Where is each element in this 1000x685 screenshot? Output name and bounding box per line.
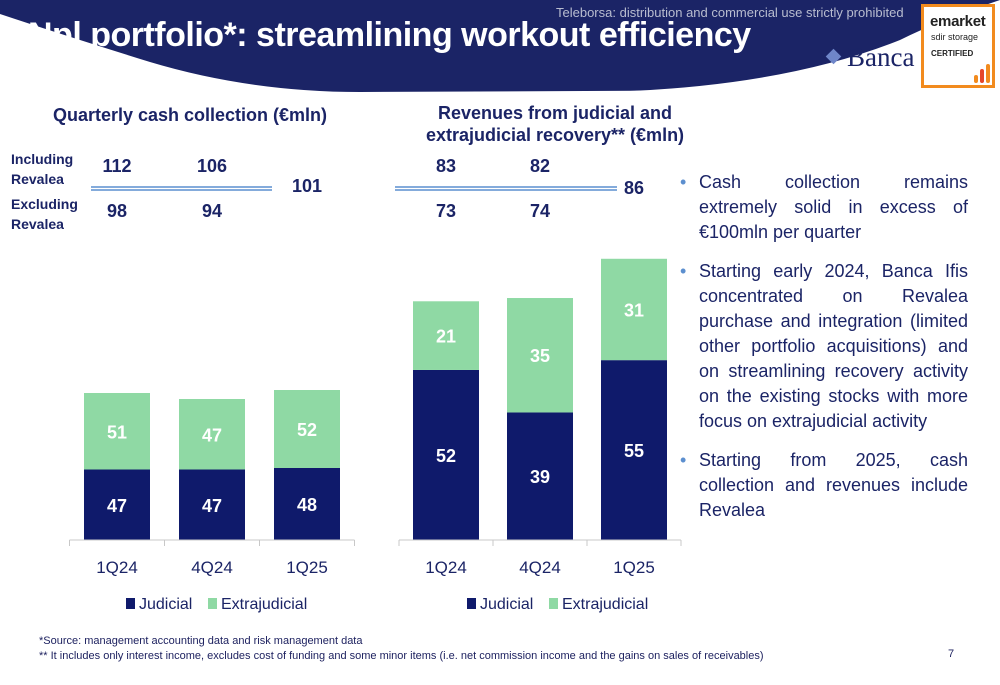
label-judicial-1q24: 47: [107, 496, 127, 516]
row-label-line2: Revalea: [11, 171, 64, 187]
badge-subtitle: sdir storage: [931, 32, 979, 42]
commentary-bullet: • Starting from 2025, cash collection and…: [680, 450, 968, 520]
legend-swatch-judicial: [126, 598, 135, 609]
page-number: 7: [948, 648, 955, 660]
label-extrajudicial-1q25: 31: [624, 300, 644, 320]
bar-judicial-1q24: [84, 469, 150, 540]
x-tick-4q24: 4Q24: [191, 558, 233, 577]
chart-revenues: 52 21 1Q24 39 35 4Q24 55 31 1Q25 83 82 73 74 86 Judici…: [395, 156, 682, 613]
bullet-icon: •: [680, 450, 687, 470]
label-judicial-4q24: 47: [202, 496, 222, 516]
total-value-1q25: 101: [292, 176, 322, 196]
legend-swatch-judicial: [467, 598, 476, 609]
label-extrajudicial-1q24: 21: [436, 327, 456, 347]
label-extrajudicial-1q24: 51: [107, 422, 127, 442]
bullet-icon: •: [680, 261, 687, 281]
label-judicial-1q25: 55: [624, 441, 644, 461]
label-judicial-1q25: 48: [297, 495, 317, 515]
legend-swatch-extrajudicial: [208, 598, 217, 609]
brand-diamond-icon: [825, 49, 842, 65]
chart-title-revenues: Revenues from judicial and extrajudicial…: [425, 103, 685, 145]
row-value-4q24: 106: [197, 156, 227, 176]
bar-extrajudicial-4q24: [179, 399, 245, 470]
commentary-bullet: • Starting early 2024, Banca Ifis concent…: [680, 261, 968, 431]
emarket-badge: emarket sdir storage CERTIFIED: [921, 4, 995, 88]
legend-label-extrajudicial: Extrajudicial: [221, 596, 307, 613]
badge-mark-icon: [974, 64, 990, 83]
header-banner: Npl portfolio*: streamlining workout eff…: [0, 0, 1000, 92]
x-tick-1q25: 1Q25: [286, 558, 328, 577]
bar-judicial-1q25: [601, 360, 667, 540]
label-extrajudicial-1q25: 52: [297, 420, 317, 440]
total-value-1q25: 86: [624, 178, 644, 198]
footnote-revenues: ** It includes only interest income, exc…: [39, 650, 764, 662]
label-judicial-1q24: 52: [436, 446, 456, 466]
header-shape: [0, 0, 1000, 92]
chart-title-cash-collection: Quarterly cash collection (€mln): [52, 105, 328, 125]
row-value-4q24: 94: [202, 201, 222, 221]
row-value-4q24: 82: [530, 156, 550, 176]
row-value-1q24: 112: [102, 156, 131, 176]
watermark-text: Teleborsa: distribution and commercial u…: [556, 5, 904, 20]
commentary-list: • Cash collection remains extremely solid…: [680, 170, 968, 537]
row-value-1q24: 83: [436, 156, 456, 176]
x-tick-1q24: 1Q24: [96, 558, 138, 577]
chart-cash-collection: 47 51 1Q24 47 47 4Q24 48 52 1Q25 Including Revalea…: [11, 151, 355, 613]
row-label-line2: Revalea: [11, 216, 64, 232]
label-extrajudicial-4q24: 47: [202, 425, 222, 445]
row-value-1q24: 73: [436, 201, 456, 221]
label-judicial-4q24: 39: [530, 467, 550, 487]
badge-certified: CERTIFIED: [931, 49, 974, 58]
legend-label-extrajudicial: Extrajudicial: [562, 596, 648, 613]
label-extrajudicial-4q24: 35: [530, 346, 550, 366]
x-tick-1q24: 1Q24: [425, 558, 467, 577]
bar-judicial-4q24: [179, 469, 245, 540]
legend-swatch-extrajudicial: [549, 598, 558, 609]
bar-judicial-1q24: [413, 369, 479, 540]
brand-logo: Banca: [825, 42, 915, 73]
legend-label-judicial: Judicial: [480, 596, 533, 613]
brand-name: Banca: [847, 42, 915, 72]
row-label-line1: Excluding: [11, 196, 78, 212]
bar-extrajudicial-4q24: [507, 298, 573, 413]
commentary-bullet: • Cash collection remains extremely solid…: [680, 172, 968, 242]
row-value-4q24: 74: [530, 201, 550, 221]
x-tick-1q25: 1Q25: [613, 558, 655, 577]
bar-extrajudicial-1q24: [84, 393, 150, 470]
footnote-source: *Source: management accounting data and …: [39, 635, 363, 647]
row-value-1q24: 98: [107, 201, 127, 221]
bullet-icon: •: [680, 172, 687, 192]
badge-title: emarket: [930, 13, 986, 30]
bar-extrajudicial-1q24: [413, 301, 479, 370]
bar-extrajudicial-1q25: [274, 390, 340, 468]
bar-judicial-1q25: [274, 468, 340, 540]
bar-judicial-4q24: [507, 412, 573, 540]
legend-label-judicial: Judicial: [139, 596, 192, 613]
row-label-line1: Including: [11, 151, 73, 167]
bar-extrajudicial-1q25: [601, 258, 667, 361]
x-tick-4q24: 4Q24: [519, 558, 561, 577]
page-title: Npl portfolio*: streamlining workout eff…: [28, 16, 751, 54]
footnotes: *Source: management accounting data and …: [39, 634, 764, 664]
